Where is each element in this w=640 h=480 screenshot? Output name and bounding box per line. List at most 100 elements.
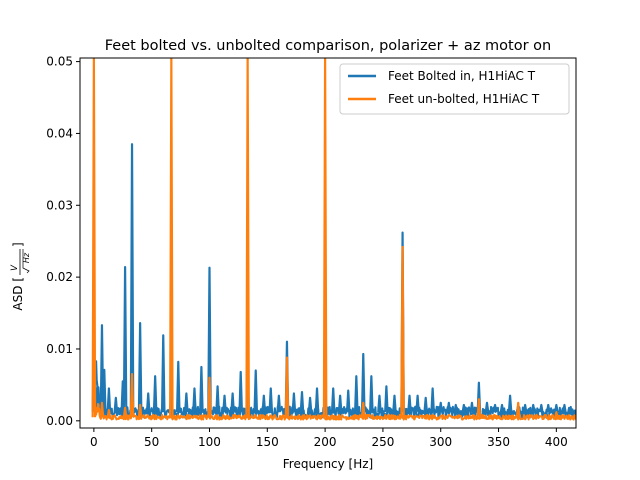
series-0-peak bbox=[137, 322, 143, 413]
series-0-peak bbox=[554, 403, 559, 413]
series-0-peak bbox=[268, 387, 274, 413]
series-0-peak bbox=[261, 394, 267, 413]
series-0-peak bbox=[106, 387, 112, 413]
series-0-peak bbox=[160, 334, 166, 413]
series-0-peak bbox=[369, 375, 374, 413]
series-0-peak bbox=[407, 394, 412, 413]
y-axis-label-numerator: V bbox=[10, 264, 20, 271]
series-0-peak bbox=[207, 266, 212, 413]
series-0-peak bbox=[337, 394, 343, 413]
series-0-peak bbox=[530, 403, 536, 413]
series-0-peak bbox=[360, 352, 366, 413]
series-0-peak bbox=[453, 403, 459, 413]
series-0-peak bbox=[492, 403, 498, 413]
series-1-peak bbox=[137, 403, 143, 418]
series-1-peak bbox=[169, 58, 174, 418]
y-tick-label: 0.03 bbox=[46, 198, 73, 212]
series-0-peak bbox=[430, 387, 435, 413]
y-axis-label-prefix: ASD [ bbox=[11, 277, 25, 311]
y-axis-label-denominator: Hz bbox=[22, 252, 31, 263]
x-tick-label: 100 bbox=[198, 435, 221, 449]
series-0-peak bbox=[101, 368, 107, 413]
series-0-peak bbox=[291, 392, 297, 413]
series-0-peak bbox=[129, 143, 135, 413]
series-0-peak bbox=[384, 385, 389, 413]
series-1-peak bbox=[245, 58, 250, 418]
x-tick-label: 250 bbox=[371, 435, 394, 449]
y-axis-label-suffix: ] bbox=[11, 242, 25, 247]
series-1-peak bbox=[360, 401, 366, 418]
series-0-peak bbox=[253, 369, 259, 413]
series-0-peak bbox=[562, 403, 567, 413]
series-0-peak bbox=[222, 394, 227, 413]
series-0-peak bbox=[415, 394, 420, 413]
series-1-peak bbox=[91, 58, 97, 418]
series-0-peak bbox=[199, 365, 204, 413]
series-1-peak bbox=[122, 406, 128, 418]
y-axis-label: ASD [ V Hz ] bbox=[10, 242, 31, 310]
x-axis-label: Frequency [Hz] bbox=[283, 457, 374, 471]
series-0-peak bbox=[484, 401, 490, 413]
series-0-peak bbox=[276, 394, 282, 413]
series-1-peak bbox=[400, 245, 405, 418]
series-0-peak bbox=[354, 375, 359, 413]
series-0-peak bbox=[122, 265, 128, 413]
x-tick-label: 200 bbox=[314, 435, 337, 449]
series-0-peak bbox=[299, 390, 305, 413]
series-0-peak bbox=[113, 396, 119, 413]
series-0-peak bbox=[545, 403, 551, 413]
y-tick-label: 0.01 bbox=[46, 342, 73, 356]
y-tick-label: 0.04 bbox=[46, 126, 73, 140]
series-0-peak bbox=[152, 375, 158, 413]
series-0-peak bbox=[345, 389, 351, 413]
series-1-peak bbox=[99, 401, 105, 418]
plot-frame bbox=[79, 57, 577, 429]
series-0-peak bbox=[230, 392, 235, 413]
y-tick-label: 0.00 bbox=[46, 414, 73, 428]
series-1-peak bbox=[284, 356, 290, 418]
x-tick-label: 350 bbox=[487, 435, 510, 449]
series-0-peak bbox=[423, 396, 428, 413]
series-0-peak bbox=[184, 392, 189, 413]
series-0-peak bbox=[438, 401, 444, 413]
series-1-peak bbox=[515, 401, 521, 418]
series-line-1 bbox=[93, 392, 576, 421]
series-1-peak bbox=[322, 58, 328, 418]
series-0-peak bbox=[238, 370, 244, 413]
series-0-peak bbox=[192, 387, 197, 413]
series-1-peak bbox=[106, 408, 112, 418]
series-0-peak bbox=[330, 387, 336, 413]
series-0-peak bbox=[175, 360, 181, 413]
x-tick-label: 150 bbox=[256, 435, 279, 449]
legend-label-bolted: Feet Bolted in, H1HiAC T bbox=[388, 69, 536, 83]
series-0-peak bbox=[507, 394, 513, 413]
y-tick-label: 0.02 bbox=[46, 270, 73, 284]
chart-title: Feet bolted vs. unbolted comparison, pol… bbox=[105, 38, 551, 54]
series-1-peak bbox=[129, 373, 135, 418]
series-1-peak bbox=[476, 398, 482, 418]
series-0-peak bbox=[314, 387, 320, 413]
series-0-peak bbox=[145, 392, 151, 413]
series-0-peak bbox=[539, 403, 544, 413]
series-1-peak bbox=[554, 411, 559, 418]
y-tick-label: 0.05 bbox=[46, 55, 73, 69]
series-0-peak bbox=[522, 403, 528, 413]
legend: Feet Bolted in, H1HiAC T Feet un-bolted,… bbox=[339, 63, 570, 115]
x-tick-label: 50 bbox=[144, 435, 159, 449]
series-0-peak bbox=[446, 401, 452, 413]
series-0-peak bbox=[99, 324, 105, 413]
x-tick-label: 300 bbox=[429, 435, 452, 449]
series-0-peak bbox=[307, 396, 313, 413]
series-0-peak bbox=[461, 403, 467, 413]
series-0-peak bbox=[377, 394, 382, 413]
series-1-peak bbox=[207, 376, 212, 418]
series-0-peak bbox=[469, 401, 475, 413]
x-tick-label: 400 bbox=[545, 435, 568, 449]
series-0-peak bbox=[392, 394, 397, 413]
legend-frame bbox=[339, 63, 570, 115]
series-0-peak bbox=[499, 403, 505, 413]
x-tick-label: 0 bbox=[90, 435, 98, 449]
legend-label-unbolted: Feet un-bolted, H1HiAC T bbox=[388, 92, 540, 106]
series-0-peak bbox=[215, 385, 220, 413]
